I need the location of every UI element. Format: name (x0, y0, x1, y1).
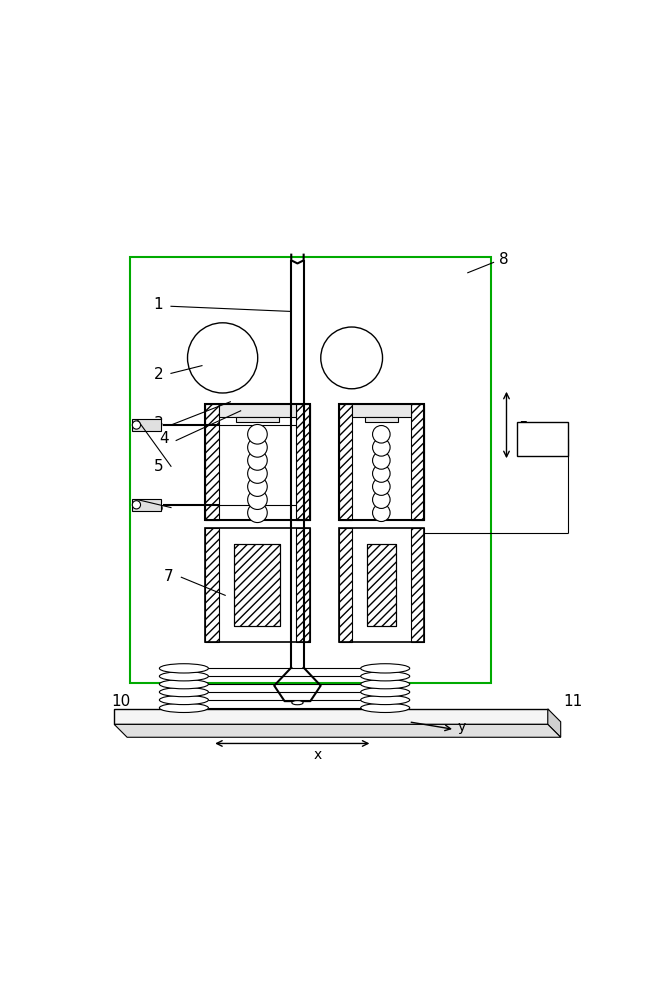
Ellipse shape (361, 680, 410, 689)
Text: 7: 7 (164, 569, 174, 584)
Ellipse shape (292, 701, 303, 705)
Bar (339, 528, 352, 642)
Text: 9: 9 (537, 432, 547, 447)
Text: z: z (519, 418, 527, 432)
Bar (367, 544, 396, 626)
Circle shape (372, 426, 390, 443)
Circle shape (372, 491, 390, 508)
Text: 4: 4 (159, 431, 168, 446)
Circle shape (133, 421, 141, 429)
Bar (339, 404, 352, 520)
Text: y: y (458, 720, 466, 734)
Circle shape (321, 327, 382, 389)
Text: 5: 5 (154, 459, 163, 474)
Bar (204, 404, 219, 520)
Bar (133, 419, 161, 431)
Ellipse shape (361, 703, 410, 712)
Circle shape (248, 464, 267, 483)
Bar (130, 257, 491, 683)
Polygon shape (115, 724, 561, 737)
Text: 3: 3 (153, 416, 163, 431)
Text: 11: 11 (563, 694, 583, 709)
Ellipse shape (159, 703, 208, 712)
Ellipse shape (159, 695, 208, 705)
Circle shape (133, 501, 141, 509)
Bar (339, 528, 424, 642)
Bar (352, 404, 411, 417)
Circle shape (372, 439, 390, 456)
Text: 1: 1 (154, 297, 163, 312)
Ellipse shape (361, 687, 410, 697)
Bar (204, 528, 310, 642)
Bar (234, 544, 280, 626)
Circle shape (248, 438, 267, 457)
Text: 2: 2 (154, 367, 163, 382)
Bar (219, 404, 296, 417)
Circle shape (188, 323, 258, 393)
Circle shape (372, 478, 390, 495)
Ellipse shape (361, 664, 410, 673)
Bar (339, 404, 424, 520)
Ellipse shape (159, 664, 208, 673)
Bar (296, 528, 310, 642)
Bar (115, 709, 547, 724)
Ellipse shape (361, 672, 410, 681)
Text: 6: 6 (153, 500, 163, 515)
Circle shape (248, 503, 267, 523)
Circle shape (248, 424, 267, 444)
Circle shape (248, 477, 267, 496)
Bar (133, 499, 161, 511)
Circle shape (248, 451, 267, 470)
Ellipse shape (361, 695, 410, 705)
Bar (367, 544, 396, 626)
Text: 10: 10 (112, 694, 131, 709)
Ellipse shape (159, 687, 208, 697)
Bar (234, 544, 280, 626)
Bar (296, 404, 310, 520)
Bar (236, 417, 278, 422)
Bar (204, 404, 310, 520)
Circle shape (372, 504, 390, 522)
Circle shape (372, 465, 390, 482)
Bar (411, 404, 424, 520)
Bar (365, 417, 398, 422)
Circle shape (372, 452, 390, 469)
Ellipse shape (159, 680, 208, 689)
Circle shape (248, 490, 267, 509)
Text: 8: 8 (499, 252, 508, 267)
Ellipse shape (159, 672, 208, 681)
Bar (411, 528, 424, 642)
Bar (517, 422, 569, 456)
Bar (204, 528, 219, 642)
Polygon shape (547, 709, 561, 737)
Text: x: x (314, 748, 322, 762)
